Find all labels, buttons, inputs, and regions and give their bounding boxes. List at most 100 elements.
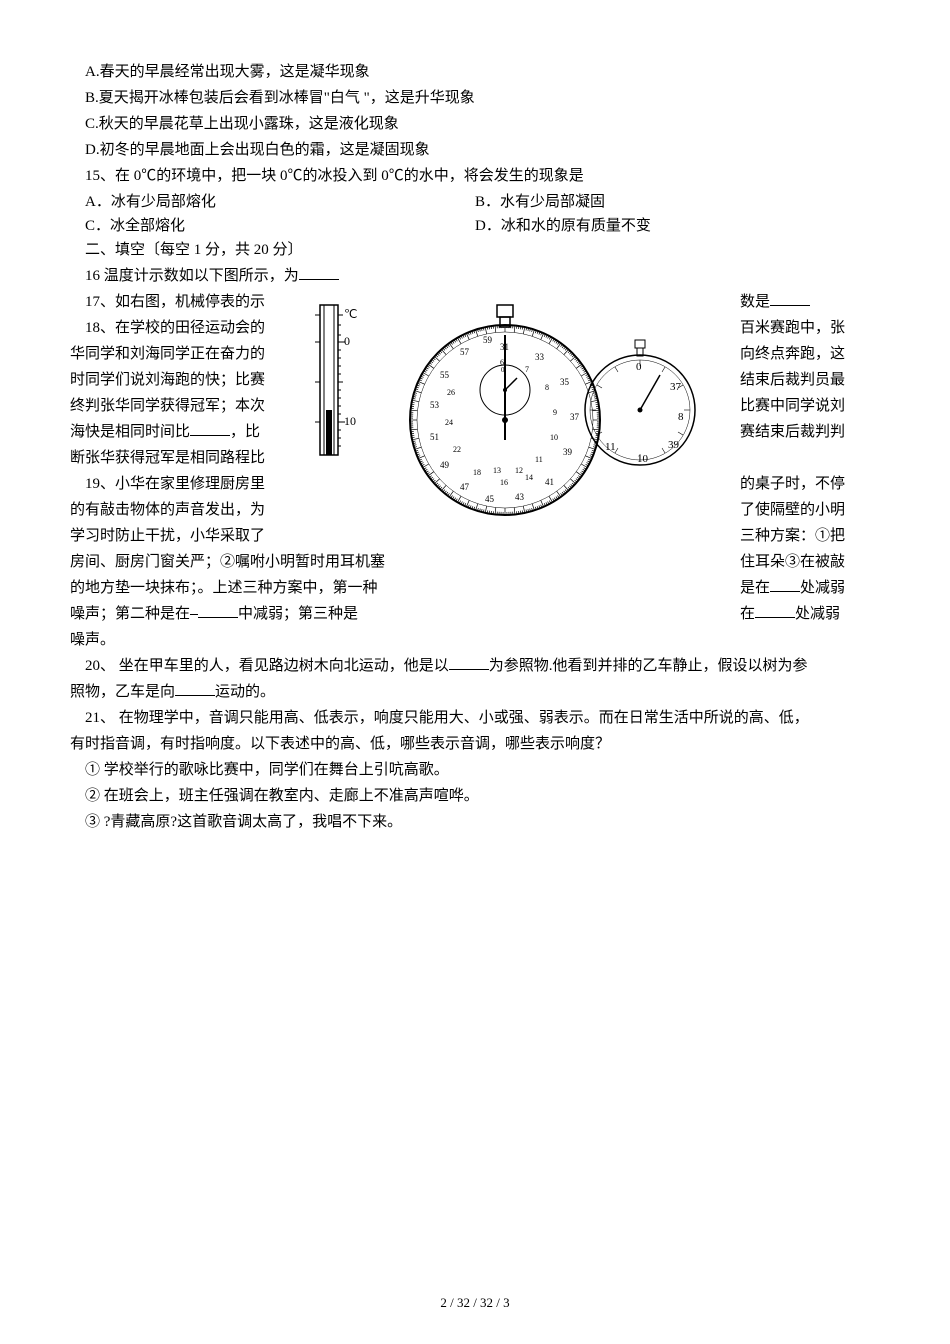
svg-text:43: 43 [515,492,525,502]
svg-text:35: 35 [560,377,570,387]
q19-l5l: 的地方垫一块抹布；。上述三种方案中，第一种 [70,580,378,596]
option-a: A.春天的早晨经常出现大雾，这是凝华现象 [70,60,880,84]
q19-blank2 [198,603,238,618]
q18-blank1 [190,421,230,436]
q16: 16 温度计示数如以下图所示，为 [70,264,880,288]
svg-text:39: 39 [668,439,680,451]
q19-l1r: 的桌子时，不停 [740,476,845,492]
q18-l5m: ，比 [230,424,260,440]
svg-text:10: 10 [637,453,649,465]
q20-line2: 照物，乙车是向运动的。 [70,680,880,704]
q18-l2l: 华同学和刘海同学正在奋力的 [70,346,265,362]
q20-b: 为参照物.他看到并排的乙车静止，假设以树为参 [489,658,808,674]
q18-l6l: 断张华获得冠军是相同路程比 [70,450,265,466]
document-content: A.春天的早晨经常出现大雾，这是凝华现象 B.夏天揭开冰棒包装后会看到冰棒冒"白… [70,60,880,834]
svg-text:47: 47 [460,482,470,492]
svg-text:14: 14 [525,473,533,482]
q19-l6ra: 在 [740,606,755,622]
svg-text:37: 37 [570,412,580,422]
q18-l4l: 终判张华同学获得冠军；本次 [70,398,265,414]
q19-l5rb: 处减弱 [800,580,845,596]
q18-l2r: 向终点奔跑，这 [740,346,845,362]
svg-text:22: 22 [453,445,461,454]
svg-text:45: 45 [485,494,495,504]
svg-text:11: 11 [605,441,616,453]
svg-text:11: 11 [535,455,543,464]
q18-l3r: 结束后裁判员最 [740,372,845,388]
svg-text:26: 26 [447,388,455,397]
q21-i3: ③ ?青藏高原?这首歌音调太高了，我唱不下来。 [70,810,880,834]
q19-l6lb: 中减弱；第三种是 [238,606,358,622]
svg-text:18: 18 [473,468,481,477]
svg-text:51: 51 [430,432,439,442]
q19-l5ra: 是在 [740,580,770,596]
q21-i2: ② 在班会上，班主任强调在教室内、走廊上不准高声喧哗。 [70,784,880,808]
q18-l1l: 18、在学校的田径运动会的 [85,320,265,336]
q20: 20、 坐在甲车里的人，看见路边树木向北运动，他是以 为参照物.他看到并排的乙车静… [70,654,880,678]
q15-c: C．冰全部熔化 [70,214,475,238]
q19-l4l: 房间、厨房门窗关严；②嘱咐小明暂时用耳机塞 [70,554,385,570]
q21-stem1: 21、 在物理学中，音调只能用高、低表示，响度只能用大、小或强、弱表示。而在日常… [70,706,880,730]
q21-stem2: 有时指音调，有时指响度。以下表述中的高、低，哪些表示音调，哪些表示响度？ [70,732,880,756]
thermo-0: 0 [344,334,350,348]
left-text-column: 17、如右图，机械停表的示 18、在学校的田径运动会的 华同学和刘海同学正在奋力… [70,290,275,550]
option-d: D.初冬的早晨地面上会出现白色的霜，这是凝固现象 [70,138,880,162]
q18-l5r: 赛结束后裁判判 [740,424,845,440]
svg-text:9: 9 [553,408,557,417]
svg-text:10: 10 [550,433,558,442]
svg-text:49: 49 [440,460,450,470]
q19-l3r: 三种方案：①把 [740,528,845,544]
q18-l4r: 比赛中同学说刘 [740,398,845,414]
svg-text:12: 12 [515,466,523,475]
section-2-title: 二、填空〔每空 1 分，共 20 分〕 [70,238,880,262]
q20-blank1 [449,655,489,670]
page-footer: 2 / 32 / 32 / 3 [0,1293,950,1314]
svg-text:59: 59 [483,335,493,345]
q19-l4r: 住耳朵③在被敲 [740,554,845,570]
q19-l6rb: 处减弱 [795,606,840,622]
q17-right: 数是 [740,294,770,310]
q18-l1r: 百米赛跑中，张 [740,320,845,336]
svg-text:39: 39 [563,447,573,457]
q16-blank [299,265,339,280]
q15-b: B．水有少局部凝固 [475,190,880,214]
svg-text:55: 55 [440,370,450,380]
q15-stem: 15、在 0℃的环境中，把一块 0℃的冰投入到 0℃的水中，将会发生的现象是 [70,164,880,188]
q19-blank1 [770,577,800,592]
svg-text:8: 8 [678,411,684,423]
option-b: B.夏天揭开冰棒包装后会看到冰棒冒"白气 "，这是升华现象 [70,86,880,110]
q19-l2r: 了使隔壁的小明 [740,502,845,518]
svg-text:41: 41 [545,477,554,487]
q19-l2l: 的有敲击物体的声音发出，为 [70,502,265,518]
svg-text:0: 0 [636,361,642,373]
q19-blank3 [755,603,795,618]
svg-text:13: 13 [493,466,501,475]
svg-text:53: 53 [430,400,440,410]
figure-wrap-section: 17、如右图，机械停表的示 18、在学校的田径运动会的 华同学和刘海同学正在奋力… [70,290,880,550]
figure-area: ℃ 0 10 [275,290,715,530]
svg-text:8: 8 [545,383,549,392]
q19-dash [190,614,198,615]
svg-text:16: 16 [500,478,508,487]
thermo-unit: ℃ [344,307,357,321]
thermo-10: 10 [344,414,356,428]
svg-text:57: 57 [460,347,470,357]
q15-a: A．冰有少局部熔化 [70,190,475,214]
q20-blank2 [175,681,215,696]
q18-l5l: 海快是相同时间比 [70,424,190,440]
q19-l7: 噪声。 [70,632,115,648]
q17-blank [770,291,810,306]
option-c: C.秋天的早晨花草上出现小露珠，这是液化现象 [70,112,880,136]
q21-i1: ① 学校举行的歌咏比赛中，同学们在舞台上引吭高歌。 [70,758,880,782]
stopwatch-figure: 31 33 35 37 39 41 43 45 47 49 51 53 55 5… [405,290,705,535]
q20-a: 20、 坐在甲车里的人，看见路边树木向北运动，他是以 [85,658,449,674]
q17-left: 17、如右图，机械停表的示 [85,294,265,310]
svg-text:24: 24 [445,418,453,427]
q19-l1l: 19、小华在家里修理厨房里 [85,476,265,492]
q19-l3l: 学习时防止干扰，小华采取了 [70,528,265,544]
svg-text:7: 7 [525,365,529,374]
q18-l3l: 时同学们说刘海跑的快；比赛 [70,372,265,388]
q20-d: 运动的。 [215,684,275,700]
svg-text:33: 33 [535,352,545,362]
thermometer-figure: ℃ 0 10 [300,300,370,470]
